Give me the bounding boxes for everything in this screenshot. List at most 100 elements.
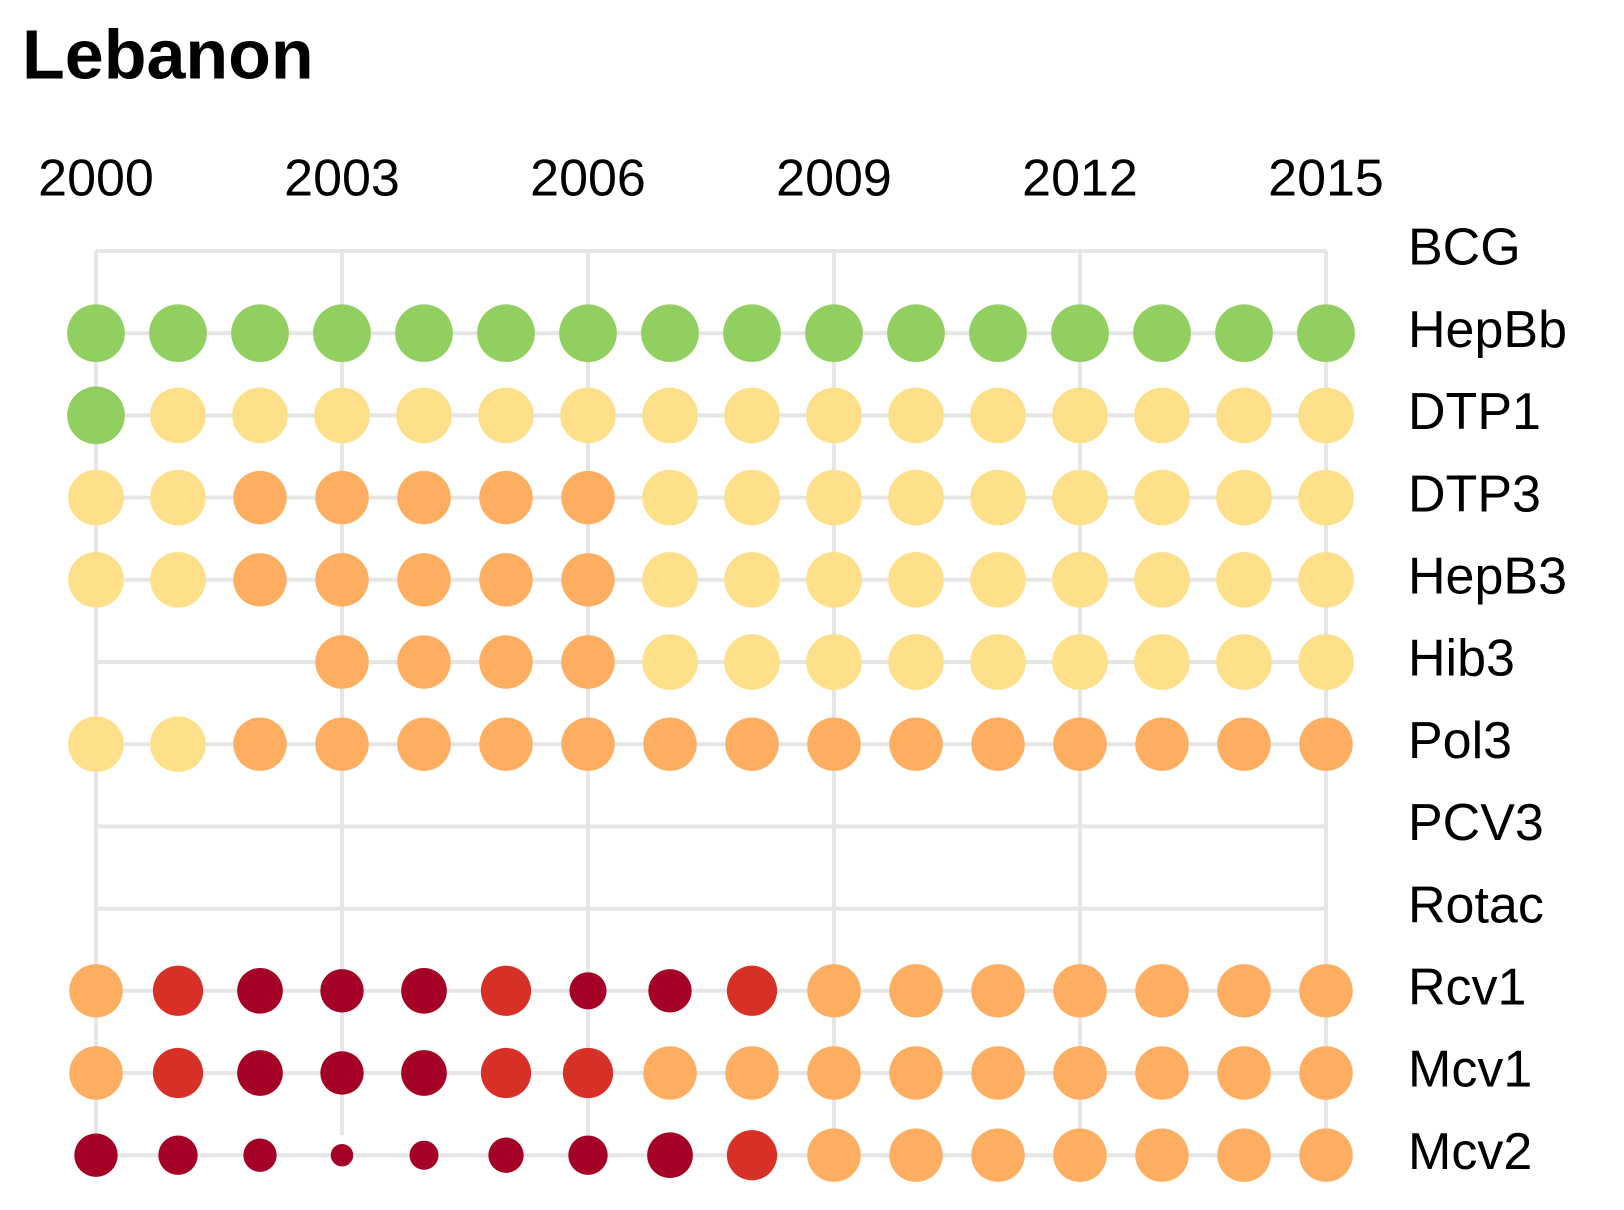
dot: [479, 635, 533, 689]
x-tick-label: 2000: [38, 150, 154, 208]
dot: [401, 1050, 447, 1096]
dot: [68, 716, 124, 773]
dot: [232, 387, 288, 444]
dot: [561, 470, 615, 525]
dot: [397, 717, 451, 771]
dot: [807, 1128, 861, 1182]
dot: [1052, 634, 1108, 690]
dot: [1298, 387, 1354, 444]
dot: [1298, 469, 1354, 526]
dot: [971, 964, 1025, 1018]
dot: [1053, 1128, 1107, 1182]
dot: [233, 470, 287, 525]
dot: [805, 304, 863, 363]
dot: [1133, 304, 1191, 363]
dot: [1135, 1128, 1189, 1182]
dot: [1216, 469, 1272, 526]
dot: [480, 1047, 532, 1099]
dot: [807, 1046, 861, 1100]
dot: [724, 387, 780, 444]
dot: [1216, 634, 1272, 690]
dot: [237, 1050, 283, 1096]
dot: [1217, 717, 1271, 771]
dot: [724, 551, 780, 608]
dot: [887, 304, 945, 363]
dot: [314, 387, 370, 444]
dot: [560, 387, 616, 444]
dot: [69, 964, 123, 1018]
dot: [1051, 304, 1109, 363]
dot: [397, 470, 451, 525]
dot: [806, 551, 862, 608]
dot: [1053, 1046, 1107, 1100]
dot: [68, 469, 124, 526]
dot: [889, 1128, 943, 1182]
dot: [970, 551, 1026, 608]
dot: [149, 304, 207, 363]
dot: [237, 967, 283, 1014]
dot: [330, 1143, 354, 1167]
dot: [1216, 551, 1272, 608]
dot: [320, 1051, 364, 1095]
dot: [315, 553, 369, 607]
dot: [971, 717, 1025, 771]
dot: [724, 469, 780, 526]
dot: [1135, 1046, 1189, 1100]
dot: [1217, 1046, 1271, 1100]
dot: [315, 717, 369, 771]
dot: [561, 635, 615, 689]
dot: [806, 387, 862, 444]
dot: [1134, 387, 1190, 444]
dot: [1053, 717, 1107, 771]
dot: [1053, 964, 1107, 1018]
dot: [67, 386, 125, 445]
dot: [395, 304, 453, 363]
dot: [724, 634, 780, 690]
row-label: Rcv1: [1408, 959, 1526, 1017]
dot: [1135, 964, 1189, 1018]
dot: [233, 553, 287, 607]
dot: [1134, 634, 1190, 690]
dot: [888, 469, 944, 526]
dot: [888, 551, 944, 608]
dot: [150, 716, 206, 773]
dot: [480, 965, 532, 1016]
dot: [231, 304, 289, 363]
dot: [397, 553, 451, 607]
dot: [725, 717, 779, 771]
dot: [1298, 551, 1354, 608]
dot: [569, 972, 607, 1010]
row-label: DTP3: [1408, 465, 1541, 523]
dot: [889, 717, 943, 771]
dot: [1052, 469, 1108, 526]
dot: [1299, 1046, 1353, 1100]
dot: [726, 965, 778, 1016]
dot: [150, 469, 206, 526]
dot: [642, 634, 698, 690]
dot: [888, 387, 944, 444]
x-tick-label: 2012: [1022, 150, 1138, 208]
dot: [806, 469, 862, 526]
dot: [643, 717, 697, 771]
dot: [150, 551, 206, 608]
dot: [478, 387, 534, 444]
dot: [150, 387, 206, 444]
dot: [313, 304, 371, 363]
dot: [726, 1130, 778, 1181]
dot: [642, 387, 698, 444]
dot: [642, 551, 698, 608]
dot: [1299, 717, 1353, 771]
dot: [74, 1133, 118, 1177]
dot: [889, 1046, 943, 1100]
dot: [1299, 964, 1353, 1018]
dot: [1217, 964, 1271, 1018]
dot: [233, 717, 287, 771]
dot: [243, 1138, 277, 1172]
row-label: HepBb: [1408, 301, 1567, 359]
dot: [970, 469, 1026, 526]
dot: [320, 969, 364, 1013]
dot: [971, 1046, 1025, 1100]
dot: [1215, 304, 1273, 363]
dot: [396, 387, 452, 444]
dot: [807, 964, 861, 1018]
